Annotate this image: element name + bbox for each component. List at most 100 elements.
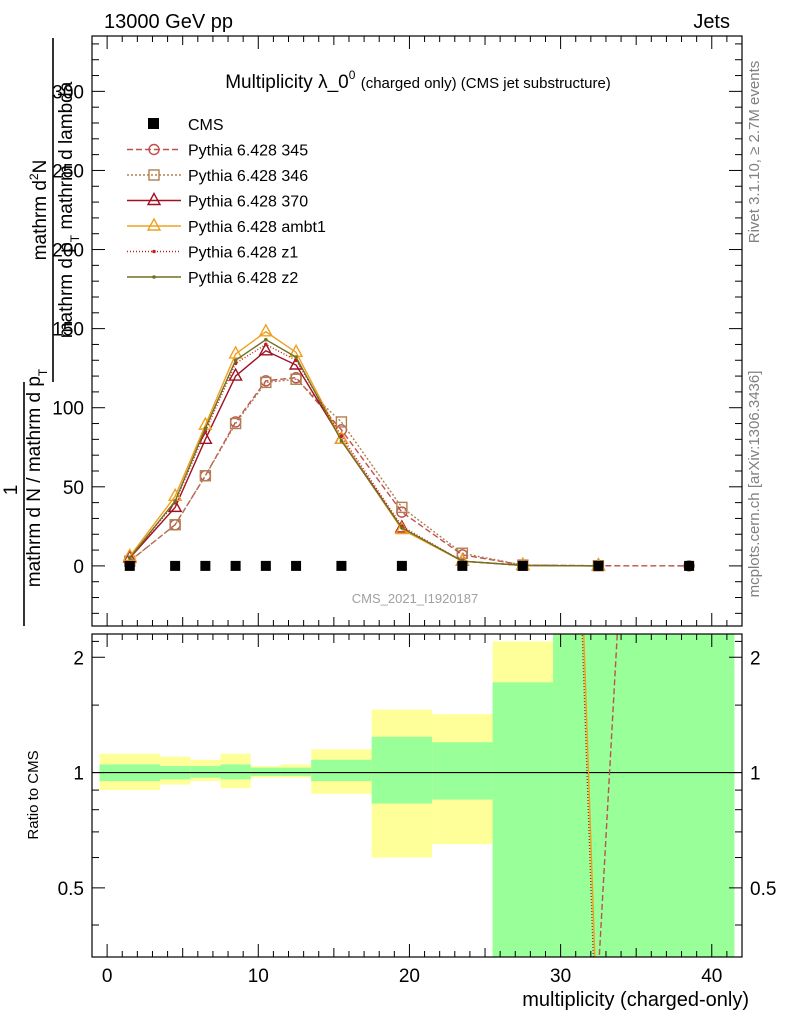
y-tick-label: 0 [73,557,84,578]
ratio-y-label: Ratio to CMS [25,750,42,839]
mc-point [228,367,243,381]
series-line [129,343,599,567]
y-tick-label: 200 [52,241,84,262]
green-band [553,634,735,957]
ratio-lines [581,634,618,957]
mc-point [258,323,274,337]
mc-point [127,556,132,560]
x-tick-label: 30 [550,966,571,987]
ratio-y-tick-label-right: 2 [750,648,761,669]
data-point [593,560,604,571]
data-point [291,560,302,571]
ylabel-prefix-num: 1 [1,485,22,496]
title-sup: 0 [349,68,356,82]
data-point [457,560,468,571]
mc-point [169,519,181,531]
x-axis-label: multiplicity (charged-only) [522,989,749,1011]
legend-marker [148,118,159,129]
mc-point [233,358,238,363]
ratio-y-tick-label-right: 1 [750,764,761,785]
legend-marker [148,169,160,181]
green-band [492,682,554,957]
mc-point [335,416,348,428]
data-point [260,560,271,571]
ratio-y-tick-label-right: 0.5 [750,879,776,900]
ylabel-den: mathrm d p [56,242,77,338]
ylabel-prefix-den: mathrm d N / mathrm d p [24,376,45,587]
ratio-line [583,634,596,957]
legend: CMS Pythia 6.428 345 Pythia 6.428 346 Pythi… [127,117,326,287]
mc-point [228,345,243,359]
ylabel-num-tail: N [30,160,51,174]
legend-label: Pythia 6.428 346 [188,168,308,185]
mc-point [199,470,212,482]
series-line [129,349,599,567]
data-point [200,560,211,571]
legend-label: CMS [188,117,224,134]
mc-point [339,439,344,443]
main-panel: 0 50 100 150 200 250 300 CMS Pythia 6.428 345 Pyt… [52,35,743,627]
x-tick-label: 40 [701,966,722,987]
legend-label: Pythia 6.428 z1 [188,245,298,262]
svg-text:mathrm d pT mathrm d lambda: mathrm d pT mathrm d lambda [56,81,82,338]
header-left-label: 13000 GeV pp [104,11,233,33]
ylabel-den-tail: mathrm d lambda [56,81,77,235]
ylabel-num-sup: 2 [27,173,41,180]
svg-text:Multiplicity λ_00 (charged onl: Multiplicity λ_00 (charged only) (CMS je… [225,68,611,93]
legend-item: Pythia 6.428 345 [127,143,308,160]
y-tick-label: 150 [52,320,84,341]
mc-point [199,470,212,482]
title-small: (charged only) (CMS jet substructure) [361,75,611,92]
mc-point [203,426,208,431]
series-line [129,378,599,567]
ratio-y-tick-label: 2 [73,648,84,669]
mc-point [229,417,242,430]
y-tick-label: 300 [52,82,84,103]
uncertainty-bands [99,634,735,957]
svg-text:mathrm d N / mathrm d pT: mathrm d N / mathrm d pT [24,368,50,587]
green-band [432,742,493,800]
y-tick-label: 250 [52,161,84,182]
data-point [684,560,695,571]
legend-label: Pythia 6.428 z2 [188,270,298,287]
mc-point [264,342,268,347]
legend-label: Pythia 6.428 370 [188,194,308,211]
mc-point [400,526,404,530]
main-frame [91,35,743,627]
mc-point [334,430,349,445]
mc-point [339,434,344,438]
legend-marker [146,217,162,231]
y-tick-label: 50 [63,478,84,499]
data-point [124,560,135,571]
data-point [396,560,407,571]
data-point [170,560,181,571]
legend-marker [152,275,156,279]
title-main: Multiplicity λ_0 [225,72,349,93]
rivet-label: Rivet 3.1.10, ≥ 2.7M events [746,61,763,244]
legend-item: Pythia 6.428 346 [127,168,308,185]
ratio-y-tick-label: 0.5 [58,879,84,900]
mc-point [290,373,302,385]
green-band [190,766,221,778]
legend-item: Pythia 6.428 370 [127,192,308,211]
data-point [230,560,241,571]
green-band [311,759,372,782]
mc-point [260,376,272,389]
ylabel-num: mathrm d [30,180,51,260]
legend-marker [146,192,162,206]
mcplots-label: mcplots.cern.ch [arXiv:1306.3436] [746,371,763,598]
x-tick-label: 0 [102,966,113,987]
legend-item: Pythia 6.428 ambt1 [127,217,326,236]
series-line [129,330,599,567]
green-band [371,736,433,804]
series-pythia-6-428-346 [124,373,605,572]
legend-marker [148,143,160,156]
ratio-line [581,634,595,957]
legend-label: Pythia 6.428 345 [188,143,308,160]
legend-item: CMS [148,117,224,134]
ylabel-den-sub: T [68,234,82,242]
ylabel-prefix-den-sub: T [36,368,50,376]
ratio-line [598,634,618,957]
watermark: CMS_2021_I1920187 [352,591,479,606]
